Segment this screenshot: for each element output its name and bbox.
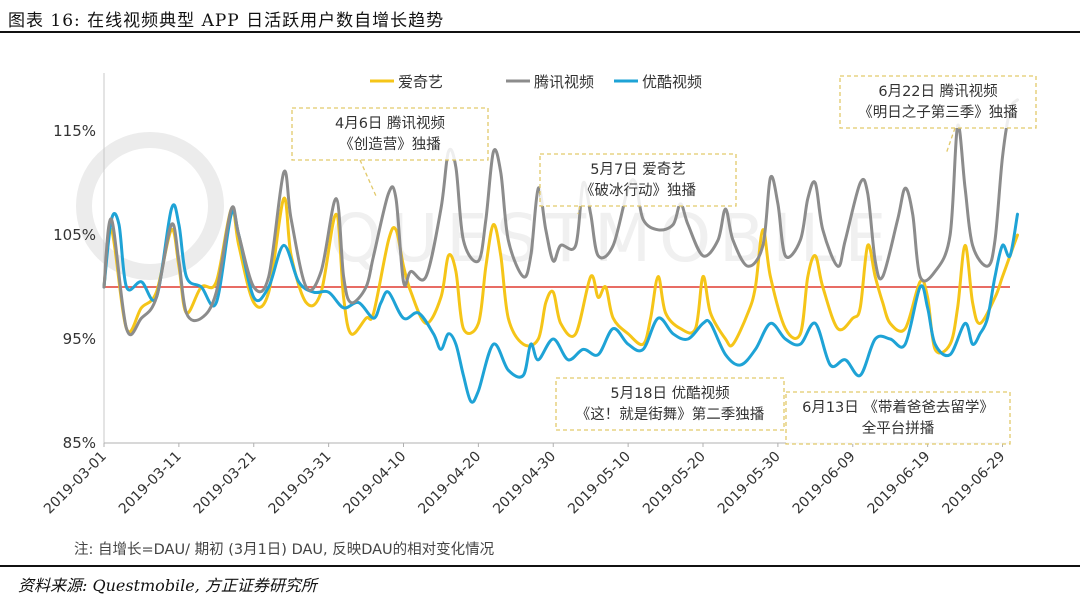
- y-tick-label: 85%: [63, 434, 96, 452]
- watermark-logo-icon: [76, 132, 224, 280]
- y-tick-label: 95%: [63, 330, 96, 348]
- bottom-rule: [0, 565, 1080, 567]
- y-tick-label: 115%: [53, 122, 96, 140]
- x-tick-label: 2019-06-09: [790, 449, 859, 518]
- chart-note: 注: 自增长=DAU/ 期初 (3月1日) DAU, 反映DAU的相对变化情况: [74, 541, 495, 558]
- annotation-box: [555, 377, 785, 431]
- annotation-text: 《破冰行动》独播: [580, 182, 696, 199]
- series-line-1: [102, 196, 1019, 355]
- x-tick-label: 2019-04-10: [340, 449, 409, 518]
- x-tick-label: 2019-04-30: [490, 449, 559, 518]
- annotation-text: 全平台拼播: [862, 419, 935, 437]
- annotation-box: [539, 153, 737, 207]
- annotation-box: [839, 75, 1037, 129]
- annotation-box: [785, 391, 1011, 445]
- top-rule: [0, 31, 1080, 33]
- annotation-pointer: [359, 159, 377, 197]
- annotation-text: 6月22日 腾讯视频: [878, 83, 998, 100]
- annotation-text: 5月18日 优酷视频: [610, 385, 730, 402]
- watermark-text: QUESTMOBILE: [330, 200, 894, 277]
- legend-label: 腾讯视频: [534, 73, 594, 91]
- annotation-text: 6月13日 《带着爸爸去留学》: [802, 399, 994, 416]
- x-tick-label: 2019-04-20: [415, 449, 484, 518]
- annotation-text: 《明日之子第三季》独播: [858, 103, 1018, 121]
- annotation-3: 6月22日 腾讯视频《明日之子第三季》独播: [839, 75, 1037, 155]
- legend-label: 爱奇艺: [398, 73, 443, 91]
- legend: 爱奇艺 腾讯视频 优酷视频: [370, 73, 702, 91]
- series-lines: [102, 98, 1019, 404]
- annotation-pointer: [577, 205, 581, 215]
- x-axis: 2019-03-01 2019-03-11 2019-03-21 2019-03-31…: [41, 442, 1010, 518]
- annotation-box: [291, 107, 489, 161]
- annotation-text: 4月6日 腾讯视频: [335, 115, 446, 132]
- x-tick-label: 2019-05-20: [640, 449, 709, 518]
- dau-growth-chart: QUESTMOBILE 85%95%105%115% 2019-03-01 201…: [41, 73, 1037, 558]
- annotation-text: 5月7日 爱奇艺: [590, 161, 686, 178]
- y-tick-label: 105%: [53, 226, 96, 244]
- y-axis: 85% 95% 105% 115%: [53, 73, 105, 452]
- annotation-pointer: [945, 127, 956, 155]
- x-tick-label: 2019-05-30: [715, 449, 784, 518]
- annotation-text: 《这！就是街舞》第二季独播: [576, 405, 765, 423]
- x-tick-label: 2019-03-11: [116, 449, 185, 518]
- annotations: 4月6日 腾讯视频《创造营》独播 5月7日 爱奇艺《破冰行动》独播 6月22日 腾讯…: [291, 75, 1037, 445]
- annotation-text: 《创造营》独播: [339, 136, 441, 153]
- watermark-questmobile: QUESTMOBILE: [76, 132, 894, 280]
- annotation-1: 4月6日 腾讯视频《创造营》独播: [291, 107, 489, 197]
- series-line-2: [102, 98, 1019, 337]
- source-note: 资料来源: Questmobile, 方正证券研究所: [18, 576, 317, 595]
- annotation-4: 5月18日 优酷视频《这！就是街舞》第二季独播: [555, 377, 785, 431]
- x-tick-label: 2019-03-21: [191, 449, 260, 518]
- note: 注: 自增长=DAU/ 期初 (3月1日) DAU, 反映DAU的相对变化情况: [74, 541, 495, 558]
- figure-title: 图表 16: 在线视频典型 APP 日活跃用户数自增长趋势: [8, 11, 445, 31]
- x-tick-label: 2019-06-29: [939, 449, 1008, 518]
- annotation-2: 5月7日 爱奇艺《破冰行动》独播: [539, 153, 737, 215]
- x-tick-label: 2019-05-10: [565, 449, 634, 518]
- x-tick-label: 2019-03-31: [266, 449, 335, 518]
- annotation-5: 6月13日 《带着爸爸去留学》全平台拼播: [785, 391, 1011, 445]
- legend-label: 优酷视频: [642, 73, 702, 91]
- x-tick-label: 2019-03-01: [41, 449, 110, 518]
- x-tick-label: 2019-06-19: [865, 449, 934, 518]
